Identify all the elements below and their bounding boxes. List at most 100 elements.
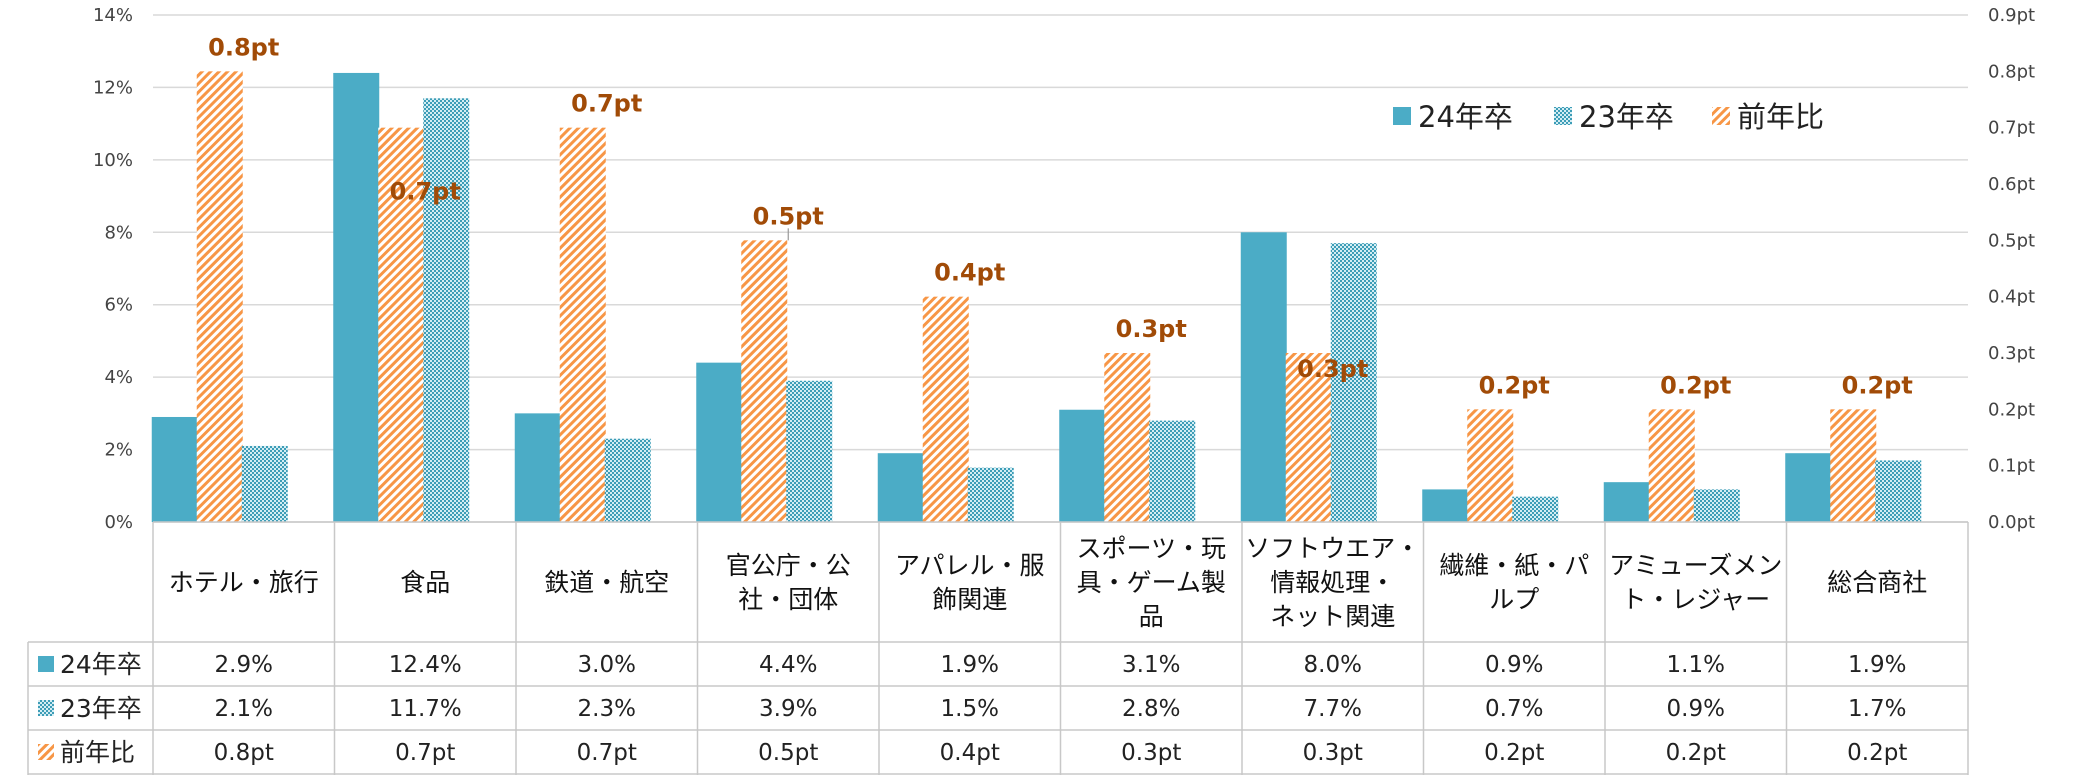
table-cell: 8.0% (1304, 652, 1362, 678)
bar-23 (1512, 496, 1559, 522)
category-label: アパレル・服 (895, 551, 1045, 580)
table-cell: 3.0% (578, 652, 636, 678)
table-cell: 4.4% (759, 652, 817, 678)
left-axis-tick-label: 4% (104, 367, 133, 388)
left-axis-tick-label: 12% (93, 77, 133, 98)
table-cell: 1.5% (941, 696, 999, 722)
left-axis-tick-label: 0% (104, 512, 133, 533)
bar-yoy (1104, 353, 1151, 522)
table-cell: 0.3pt (1121, 740, 1181, 766)
data-label: 0.3pt (1116, 315, 1187, 343)
table-cell: 1.7% (1848, 696, 1906, 722)
bar-yoy (922, 296, 969, 522)
bar-23 (1330, 243, 1377, 522)
table-cell: 7.7% (1304, 696, 1362, 722)
bar-24 (151, 416, 198, 522)
right-axis-tick-label: 0.6pt (1988, 174, 2035, 195)
legend-label: 前年比 (1737, 100, 1824, 134)
data-label: 0.3pt (1297, 355, 1368, 383)
row-header: 24年卒 (60, 650, 142, 679)
right-axis-tick-label: 0.7pt (1988, 118, 2035, 139)
row-swatch (38, 656, 54, 672)
bar-23 (604, 438, 651, 522)
row-swatch (38, 700, 54, 716)
table-cell: 2.8% (1122, 696, 1180, 722)
table-cell: 0.5pt (758, 740, 818, 766)
bar-24 (514, 413, 561, 522)
bar-24 (1785, 453, 1832, 522)
table-cell: 0.9% (1485, 652, 1543, 678)
bar-yoy (1830, 409, 1877, 522)
bar-24 (1603, 482, 1650, 522)
data-label: 0.4pt (934, 259, 1005, 287)
table-cell: 0.7pt (395, 740, 455, 766)
category-label: 官公庁・公 (726, 551, 851, 580)
category-label: ルプ (1489, 585, 1539, 614)
bar-24 (1422, 489, 1469, 522)
data-label: 0.7pt (390, 178, 461, 206)
left-axis-tick-label: 6% (104, 295, 133, 316)
category-label: 繊維・紙・パ (1439, 551, 1589, 580)
table-cell: 0.7pt (577, 740, 637, 766)
table-cell: 11.7% (389, 696, 462, 722)
legend-swatch (1554, 107, 1572, 125)
category-label: 具・ゲーム製 (1077, 568, 1226, 597)
bar-23 (967, 467, 1014, 522)
bar-23 (423, 98, 470, 523)
left-axis-tick-label: 8% (104, 222, 133, 243)
table-cell: 1.9% (1848, 652, 1906, 678)
right-axis-tick-label: 0.1pt (1988, 456, 2035, 477)
bar-23 (1149, 420, 1196, 522)
table-cell: 0.2pt (1847, 740, 1907, 766)
data-label: 0.7pt (571, 90, 642, 118)
category-label: ソフトウエア・ (1245, 534, 1420, 563)
bar-24 (1059, 409, 1106, 522)
legend-label: 24年卒 (1418, 100, 1513, 134)
row-header: 23年卒 (60, 694, 142, 723)
table-cell: 0.9% (1667, 696, 1725, 722)
category-label: 品 (1139, 602, 1164, 631)
category-label: 食品 (400, 568, 450, 597)
category-label: 鉄道・航空 (544, 568, 669, 597)
bar-yoy (741, 240, 788, 523)
table-cell: 0.2pt (1666, 740, 1726, 766)
category-label: スポーツ・玩 (1076, 534, 1226, 563)
table-cell: 3.9% (759, 696, 817, 722)
bar-23 (241, 445, 288, 522)
table-cell: 12.4% (389, 652, 462, 678)
data-label: 0.2pt (1842, 371, 1913, 399)
bar-yoy (559, 127, 606, 523)
bar-yoy (196, 71, 243, 522)
row-swatch (38, 744, 54, 760)
data-label: 0.8pt (208, 33, 279, 61)
bar-yoy (1285, 353, 1332, 522)
data-label: 0.5pt (753, 202, 824, 230)
data-label: 0.2pt (1479, 371, 1550, 399)
bar-24 (1240, 232, 1287, 523)
category-label: ト・レジャー (1621, 585, 1770, 614)
left-axis-tick-label: 2% (104, 440, 133, 461)
bar-yoy (1467, 409, 1514, 522)
right-axis-tick-label: 0.4pt (1988, 287, 2035, 308)
table-cell: 0.8pt (214, 740, 274, 766)
right-axis-tick-label: 0.9pt (1988, 5, 2035, 26)
table-cell: 0.2pt (1484, 740, 1544, 766)
table-cell: 0.7% (1485, 696, 1543, 722)
category-label: 飾関連 (932, 585, 1007, 614)
bar-24 (696, 362, 743, 522)
left-axis-tick-label: 14% (93, 5, 133, 26)
category-label: 総合商社 (1827, 568, 1927, 597)
bar-23 (1875, 460, 1922, 522)
right-axis-tick-label: 0.0pt (1988, 512, 2035, 533)
row-header: 前年比 (60, 738, 135, 767)
bar-23 (1693, 489, 1740, 522)
legend-swatch (1393, 107, 1411, 125)
bar-23 (786, 380, 833, 522)
table-cell: 1.1% (1667, 652, 1725, 678)
right-axis-tick-label: 0.2pt (1988, 399, 2035, 420)
legend-swatch (1712, 107, 1730, 125)
bar-24 (877, 453, 924, 522)
right-axis-tick-label: 0.8pt (1988, 61, 2035, 82)
right-axis-tick-label: 0.3pt (1988, 343, 2035, 364)
